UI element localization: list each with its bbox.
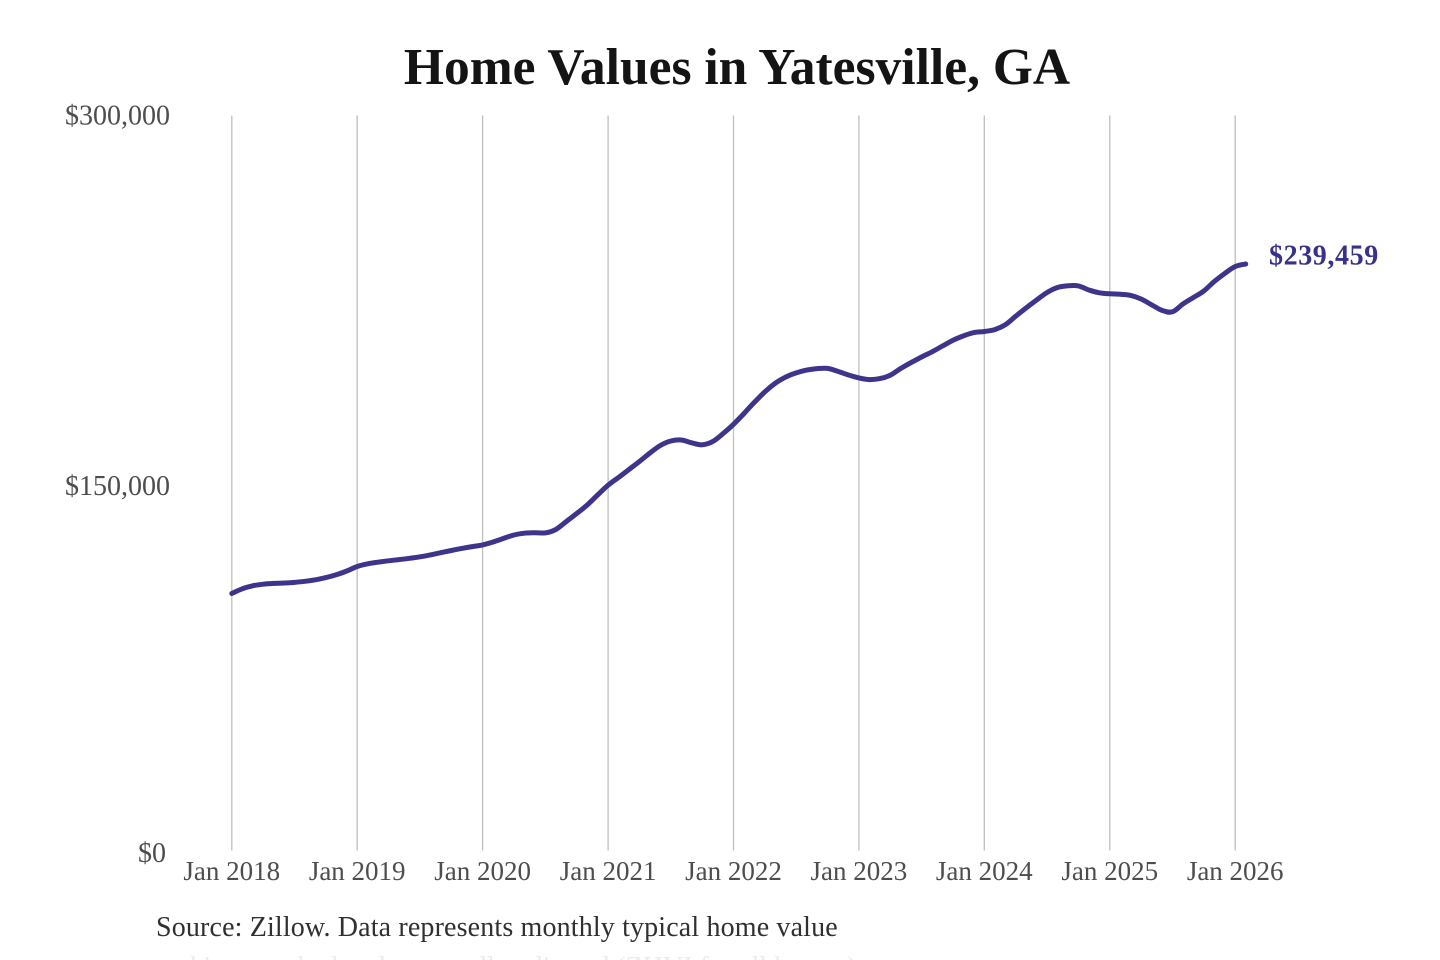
svg-text:and is smoothed and seasonally: and is smoothed and seasonally adjusted … [156, 952, 857, 960]
svg-text:$239,459: $239,459 [1269, 241, 1379, 272]
svg-text:Source: Zillow. Data represent: Source: Zillow. Data represents monthly … [156, 912, 838, 943]
svg-text:$300,000: $300,000 [65, 101, 170, 132]
svg-text:Jan 2018: Jan 2018 [183, 856, 280, 886]
svg-text:Jan 2023: Jan 2023 [811, 856, 908, 886]
svg-text:$0: $0 [138, 838, 166, 869]
svg-text:Jan 2020: Jan 2020 [434, 856, 531, 886]
svg-text:Jan 2021: Jan 2021 [560, 856, 657, 886]
svg-text:Jan 2024: Jan 2024 [936, 856, 1033, 886]
svg-text:$150,000: $150,000 [65, 471, 170, 502]
svg-text:Jan 2022: Jan 2022 [685, 856, 782, 886]
svg-text:Jan 2026: Jan 2026 [1187, 856, 1284, 886]
svg-text:Jan 2019: Jan 2019 [309, 856, 406, 886]
svg-text:Home Values in Yatesville, GA: Home Values in Yatesville, GA [404, 39, 1070, 96]
svg-text:Jan 2025: Jan 2025 [1061, 856, 1158, 886]
